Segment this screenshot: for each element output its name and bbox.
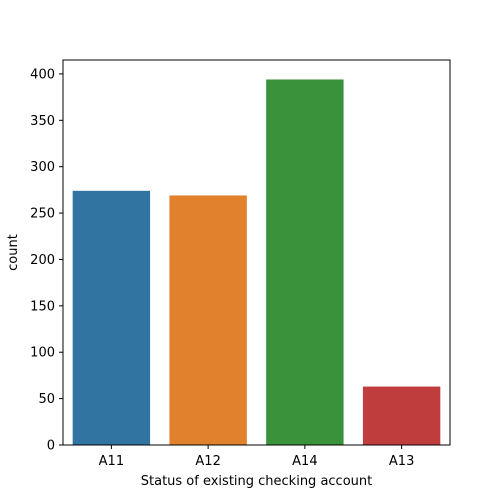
x-axis-label: Status of existing checking account — [141, 474, 373, 489]
bars-group — [73, 79, 441, 445]
x-tick-label: A12 — [195, 454, 220, 469]
y-tick-label: 400 — [30, 67, 55, 82]
x-axis-ticks: A11 A12 A14 A13 — [99, 445, 415, 469]
bar-a11 — [73, 191, 150, 445]
x-tick-label: A13 — [389, 454, 414, 469]
bar-a13 — [363, 387, 440, 445]
y-tick-label: 100 — [30, 346, 55, 361]
bar-a14 — [266, 79, 343, 445]
y-tick-label: 350 — [30, 114, 55, 129]
y-tick-label: 300 — [30, 160, 55, 175]
y-axis-ticks: 0 50 100 150 200 250 300 350 400 — [30, 67, 63, 453]
y-tick-label: 0 — [47, 439, 55, 454]
y-tick-label: 50 — [38, 392, 55, 407]
y-tick-label: 150 — [30, 299, 55, 314]
x-tick-label: A14 — [292, 454, 317, 469]
y-tick-label: 250 — [30, 207, 55, 222]
bar-a12 — [169, 195, 246, 445]
y-tick-label: 200 — [30, 253, 55, 268]
x-tick-label: A11 — [99, 454, 124, 469]
y-axis-label: count — [6, 234, 21, 271]
